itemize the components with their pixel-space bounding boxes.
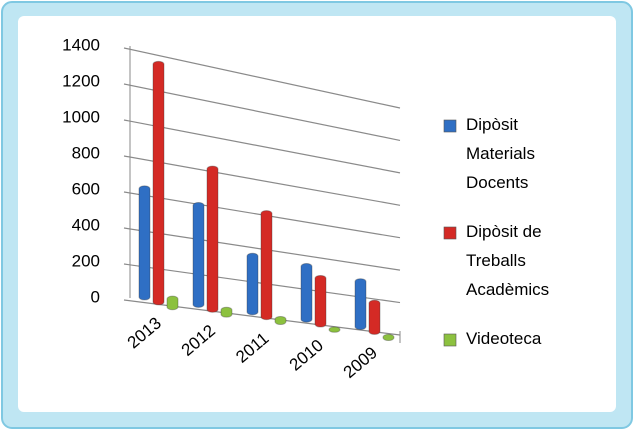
legend-swatch <box>443 226 457 240</box>
bar <box>206 165 219 313</box>
grid-line <box>123 119 401 174</box>
bar <box>354 278 367 331</box>
legend-swatch <box>443 333 457 347</box>
legend-label: Dipòsit de Treballs Acadèmics <box>466 222 549 299</box>
bar <box>368 299 381 335</box>
y-tick-label: 400 <box>72 215 100 234</box>
y-tick-label: 1000 <box>62 107 100 126</box>
bar <box>152 60 165 306</box>
bar <box>220 306 233 318</box>
plot-background <box>18 16 616 412</box>
y-tick-label: 1400 <box>62 35 100 54</box>
y-tick-label: 1200 <box>62 71 100 90</box>
y-tick-label: 800 <box>72 143 100 162</box>
bar <box>138 185 151 301</box>
bar <box>260 210 273 321</box>
bar <box>314 274 327 328</box>
legend-label: Videoteca <box>466 329 542 348</box>
bar <box>382 333 395 342</box>
bar <box>246 252 259 316</box>
grid-line <box>123 47 401 109</box>
bar <box>274 315 287 326</box>
bar <box>192 202 205 308</box>
bar <box>328 326 341 333</box>
grid-line <box>123 83 401 142</box>
legend-swatch <box>443 119 457 133</box>
y-tick-label: 600 <box>72 179 100 198</box>
y-tick-label: 0 <box>91 287 100 306</box>
bar <box>166 295 179 311</box>
grid-line <box>123 155 401 206</box>
bar <box>300 263 313 323</box>
y-tick-label: 200 <box>72 251 100 270</box>
legend-label: Dipòsit Materials Docents <box>466 115 535 192</box>
